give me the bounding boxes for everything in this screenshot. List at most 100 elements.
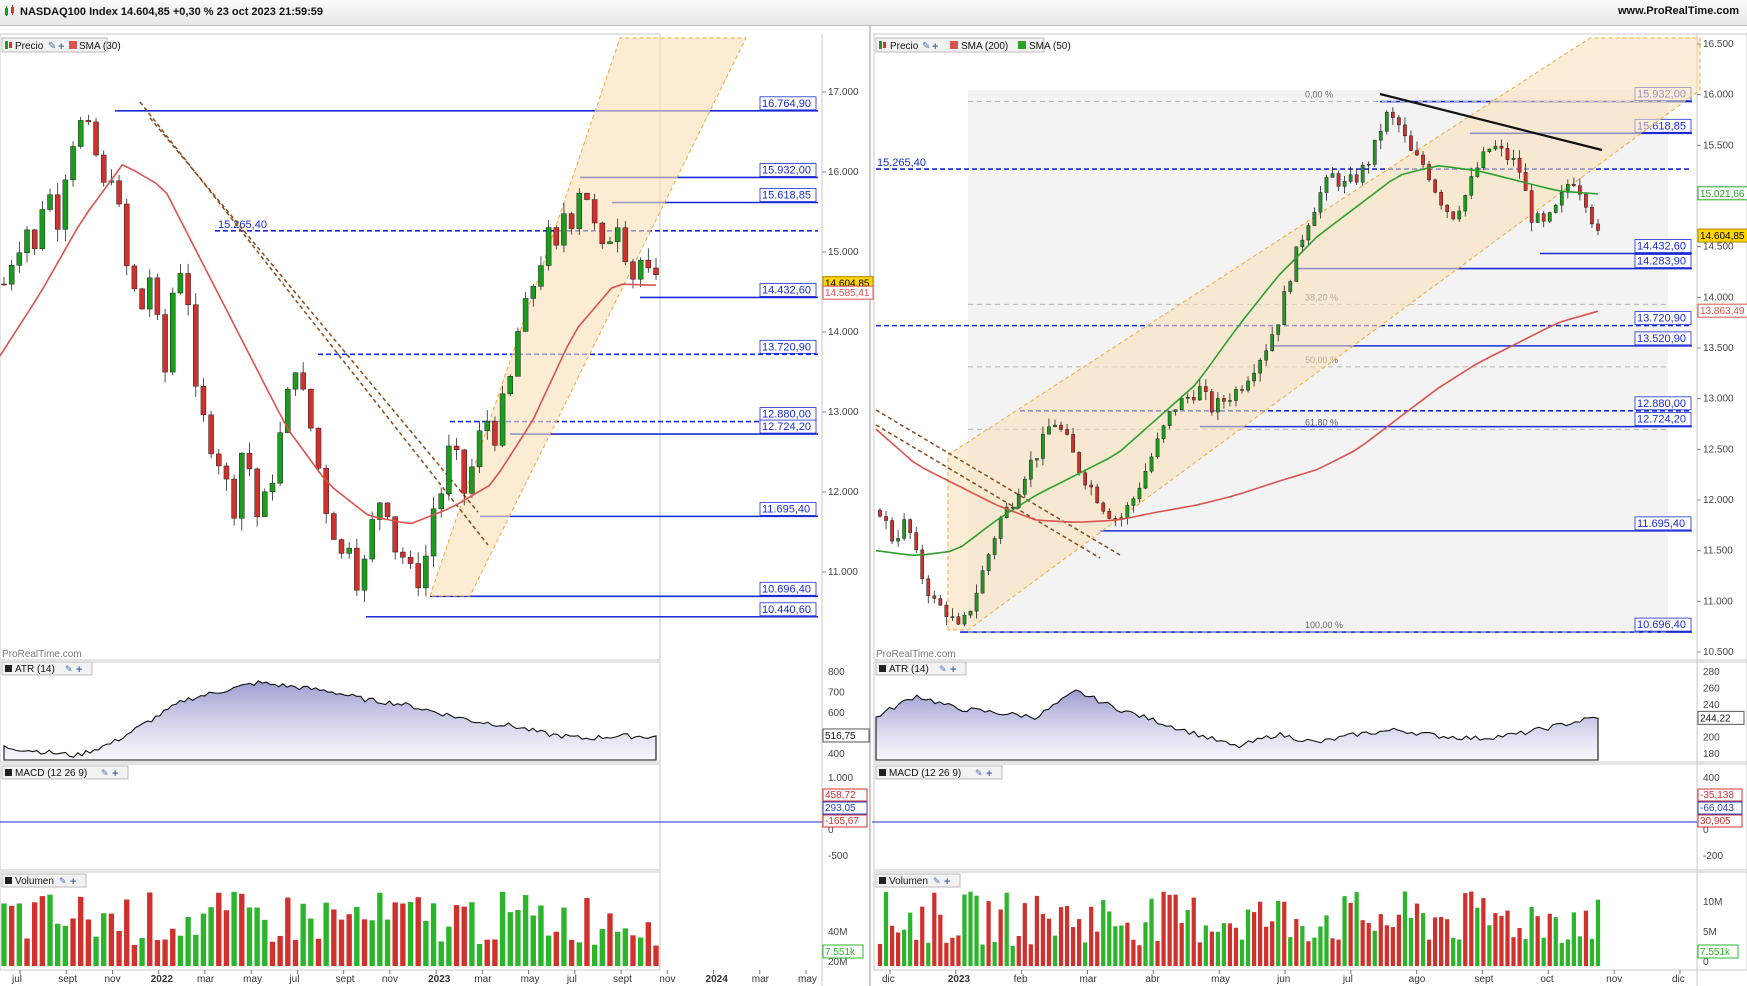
volume-bar — [262, 919, 268, 966]
atr-value-box — [1697, 710, 1745, 725]
volume-bar — [377, 892, 383, 966]
volume-bar — [992, 941, 997, 966]
atr-value-box — [822, 728, 870, 743]
volume-bar — [47, 894, 53, 966]
level-label-box — [759, 581, 817, 596]
volume-bar — [1354, 892, 1359, 966]
panel-border — [0, 763, 661, 871]
candle-body — [914, 532, 919, 551]
volume-bar — [1378, 914, 1383, 966]
atr-label: ATR (14) — [889, 664, 929, 675]
volume-bar — [902, 929, 907, 966]
candle-body — [146, 277, 153, 310]
candle-body — [277, 432, 283, 484]
volume-bar — [599, 929, 605, 966]
fib-label: 61,80 % — [1305, 417, 1338, 427]
atr-tick: 800 — [828, 667, 845, 678]
volume-bar — [1312, 937, 1317, 966]
candle-body — [1077, 452, 1081, 473]
candle-body — [331, 513, 337, 540]
volume-bar — [507, 912, 513, 966]
add-icon[interactable]: + — [58, 41, 64, 53]
left-sma30 — [0, 163, 657, 525]
level-label: 16.764,90 — [762, 98, 811, 110]
volume-bar — [1239, 939, 1245, 966]
volume-bar — [24, 938, 30, 966]
volume-bar — [208, 907, 214, 966]
left-price-legend[interactable]: Precio ✎ + SMA (30) — [1, 37, 121, 53]
x-tick-label: 2024 — [706, 974, 729, 985]
volume-bar — [1125, 922, 1130, 966]
add-icon: + — [986, 768, 992, 780]
macd-tick: 0 — [1703, 825, 1709, 836]
candle-body — [614, 227, 621, 243]
candle-body — [1276, 324, 1281, 335]
level-label: 11.695,40 — [1637, 518, 1685, 530]
volume-bar — [484, 939, 490, 966]
candle-body — [1041, 433, 1045, 459]
candle-legend-icon — [879, 41, 886, 49]
indicator-legend-box — [1, 661, 93, 676]
add-icon[interactable]: + — [932, 41, 938, 53]
add-icon: + — [950, 664, 956, 676]
volume-bar — [1167, 894, 1172, 966]
candle-body — [1330, 173, 1335, 178]
right-daily-chart[interactable]: 15.932,0015.618,8515.265,4014.432,6014.2… — [872, 37, 1747, 985]
candle-body — [645, 259, 652, 269]
site-link[interactable]: www.ProRealTime.com — [1617, 5, 1739, 17]
tick-label: 11.000 — [828, 567, 858, 578]
volume-bar — [1022, 903, 1027, 966]
volume-bar — [1076, 919, 1082, 966]
volume-bar — [950, 937, 955, 966]
level-label: 12.880,00 — [1637, 398, 1686, 410]
volume-bar — [476, 944, 483, 966]
x-tick-label: feb — [1014, 974, 1028, 985]
volume-tick: 10M — [1703, 897, 1722, 908]
candle-body — [576, 192, 583, 229]
candle-body — [637, 259, 644, 280]
volume-bar — [1137, 945, 1142, 966]
volume-bar — [1251, 912, 1257, 966]
right-price-legend[interactable]: Precio ✎ + SMA (200) SMA (50) — [875, 37, 1071, 53]
volume-bar — [1523, 939, 1528, 966]
level-label: 12.880,00 — [762, 409, 811, 421]
candle-body — [1234, 389, 1238, 401]
left-watermark: ProRealTime.com — [2, 649, 82, 660]
volume-bar — [1185, 909, 1190, 966]
candle-body — [1517, 157, 1522, 173]
sma-line — [875, 164, 1599, 557]
chart-area[interactable]: 16.764,90 15.932,00 15.618,85 15.265,40 14.4… — [0, 26, 1747, 986]
volume-bar — [39, 896, 46, 966]
candle-body — [1143, 470, 1148, 489]
volume-bar — [469, 902, 475, 966]
level-label: 13.720,90 — [1637, 313, 1686, 325]
left-weekly-chart[interactable]: 16.764,90 15.932,00 15.618,85 15.265,40 14.4… — [0, 37, 874, 985]
candle-body — [200, 386, 207, 416]
left-volume-panel: 20M 40M 7.551k Volumen ✎ + — [1, 873, 864, 968]
volume-bar — [1318, 926, 1323, 966]
volume-bar — [561, 907, 567, 966]
volume-bar — [1070, 927, 1076, 966]
candle-body — [1547, 212, 1552, 222]
wrench-icon[interactable]: ✎ — [922, 41, 930, 52]
atr-tick: 700 — [828, 688, 845, 699]
volume-bar — [407, 902, 414, 966]
right-sma-lines — [875, 164, 1599, 557]
volume-bar — [415, 897, 421, 966]
volume-bar — [70, 918, 76, 966]
panel-border — [873, 33, 1747, 661]
volume-bar — [1209, 931, 1214, 966]
wrench-icon: ✎ — [65, 664, 73, 674]
volume-bar — [453, 905, 460, 966]
fib-label: 100,00 % — [1305, 620, 1343, 630]
volume-bar — [1010, 945, 1015, 966]
panel-border — [873, 661, 1747, 763]
x-tick-label: nov — [1606, 974, 1622, 985]
volume-bar — [630, 935, 636, 966]
atr-tick: 200 — [1703, 733, 1720, 744]
candle-body — [430, 508, 437, 557]
wrench-icon[interactable]: ✎ — [48, 41, 56, 52]
volume-bar — [1046, 918, 1052, 966]
